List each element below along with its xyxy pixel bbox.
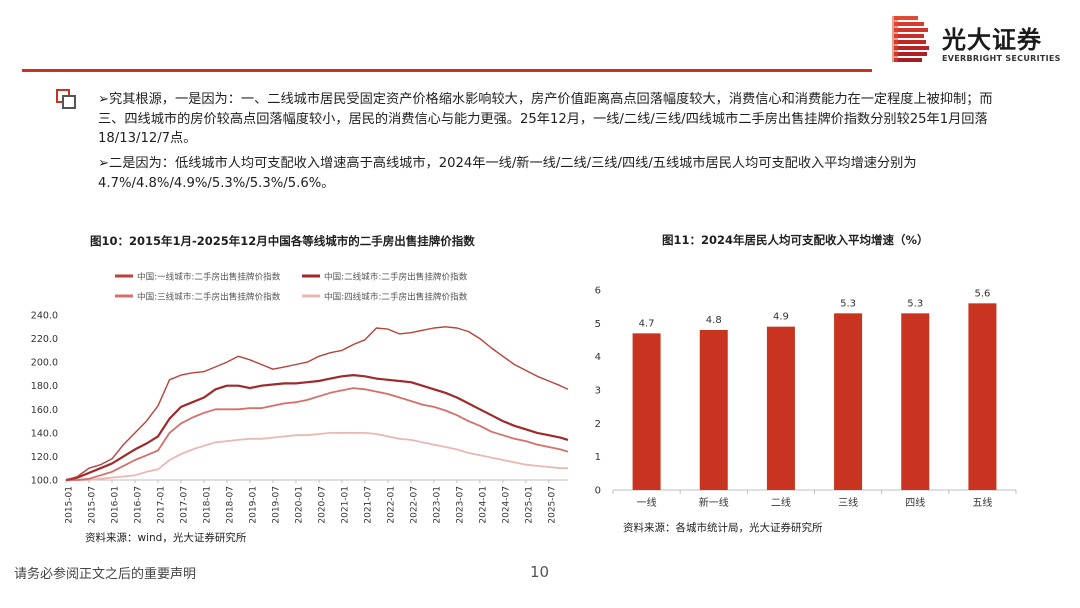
x-tick-label: 2019-01 bbox=[249, 486, 259, 524]
bar-category-label: 新一线 bbox=[699, 496, 729, 509]
brand-name-en: EVERBRIGHT SECURITIES bbox=[942, 54, 1061, 63]
bar-category-label: 三线 bbox=[838, 496, 858, 509]
bar-value-label: 5.6 bbox=[974, 288, 990, 299]
x-tick-label: 2018-01 bbox=[203, 486, 213, 524]
header-divider bbox=[22, 69, 872, 72]
bar-y-tick-label: 3 bbox=[595, 386, 601, 397]
x-tick-label: 2022-01 bbox=[387, 486, 397, 524]
series-line bbox=[65, 326, 569, 481]
bar-value-label: 4.9 bbox=[773, 312, 789, 323]
x-tick-label: 2022-07 bbox=[410, 486, 420, 524]
y-tick-label: 220.0 bbox=[31, 334, 58, 345]
bar-y-tick-label: 5 bbox=[595, 319, 601, 330]
x-tick-label: 2016-01 bbox=[111, 486, 121, 524]
bar-chart-title: 图11：2024年居民人均可支配收入平均增速（%） bbox=[662, 233, 929, 247]
x-tick-label: 2018-07 bbox=[226, 486, 236, 524]
x-tick-label: 2023-07 bbox=[456, 486, 466, 524]
footer-disclaimer: 请务必参阅正文之后的重要声明 bbox=[14, 567, 197, 582]
bar bbox=[699, 330, 728, 490]
x-tick-label: 2024-01 bbox=[479, 486, 489, 524]
bar-y-tick-label: 2 bbox=[595, 419, 601, 430]
y-tick-label: 180.0 bbox=[31, 381, 58, 392]
brand-logo-icon bbox=[892, 16, 929, 62]
bar bbox=[968, 303, 997, 490]
series-line bbox=[66, 387, 569, 481]
x-tick-label: 2020-07 bbox=[318, 486, 328, 524]
legend-label: 中国:二线城市:二手房出售挂牌价指数 bbox=[324, 271, 468, 283]
bar-value-label: 5.3 bbox=[907, 298, 923, 309]
x-tick-label: 2016-07 bbox=[134, 486, 144, 524]
bar-value-label: 5.3 bbox=[840, 298, 856, 309]
brand-logo: 光大证券 EVERBRIGHT SECURITIES bbox=[892, 16, 1072, 68]
bar-y-tick-label: 0 bbox=[595, 486, 601, 497]
section-bullet-icon bbox=[56, 89, 76, 109]
bar-category-label: 一线 bbox=[637, 496, 657, 509]
x-tick-label: 2020-01 bbox=[295, 486, 305, 524]
bar bbox=[766, 326, 795, 490]
legend-label: 中国:三线城市:二手房出售挂牌价指数 bbox=[137, 291, 281, 303]
brand-name: 光大证券 bbox=[942, 26, 1042, 54]
bar-chart-source: 资料来源：各城市统计局，光大证券研究所 bbox=[623, 522, 823, 534]
bar-value-label: 4.7 bbox=[639, 318, 655, 329]
bar-category-label: 四线 bbox=[905, 496, 925, 509]
bar-category-label: 五线 bbox=[972, 496, 992, 509]
series-line bbox=[66, 432, 568, 481]
y-tick-label: 120.0 bbox=[31, 452, 58, 463]
y-tick-label: 200.0 bbox=[31, 358, 58, 369]
x-tick-label: 2015-01 bbox=[65, 486, 75, 524]
series-line bbox=[65, 374, 569, 482]
x-tick-label: 2017-01 bbox=[157, 486, 167, 524]
page-number: 10 bbox=[530, 563, 550, 581]
bar bbox=[632, 333, 661, 490]
bar bbox=[834, 313, 863, 490]
bar-y-tick-label: 1 bbox=[595, 452, 601, 463]
x-tick-label: 2021-01 bbox=[341, 486, 351, 524]
legend-label: 中国:四线城市:二手房出售挂牌价指数 bbox=[324, 291, 468, 303]
bar-category-label: 二线 bbox=[771, 496, 791, 509]
x-tick-label: 2019-07 bbox=[272, 486, 282, 524]
legend-label: 中国:一线城市:二手房出售挂牌价指数 bbox=[137, 271, 281, 283]
line-chart-source: 资料来源：wind，光大证券研究所 bbox=[85, 532, 247, 544]
x-tick-label: 2023-01 bbox=[433, 486, 443, 524]
x-tick-label: 2015-07 bbox=[88, 486, 98, 524]
bar bbox=[901, 313, 930, 490]
y-tick-label: 100.0 bbox=[31, 476, 58, 487]
line-chart-title: 图10：2015年1月-2025年12月中国各等线城市的二手房出售挂牌价指数 bbox=[90, 234, 475, 248]
x-tick-label: 2024-07 bbox=[502, 486, 512, 524]
x-tick-label: 2025-07 bbox=[548, 486, 558, 524]
y-tick-label: 240.0 bbox=[31, 311, 58, 322]
body-paragraph-1: ➢究其根源，一是因为：一、二线城市居民受固定资产价格缩水影响较大，房产价值距离高… bbox=[98, 92, 993, 146]
bar-value-label: 4.8 bbox=[706, 315, 722, 326]
x-tick-label: 2025-01 bbox=[525, 486, 535, 524]
y-tick-label: 140.0 bbox=[31, 428, 58, 439]
x-tick-label: 2021-07 bbox=[364, 486, 374, 524]
x-tick-label: 2017-07 bbox=[180, 486, 190, 524]
y-tick-label: 160.0 bbox=[31, 405, 58, 416]
bar-y-tick-label: 6 bbox=[595, 286, 601, 297]
body-paragraph-2: ➢二是因为：低线城市人均可支配收入增速高于高线城市，2024年一线/新一线/二线… bbox=[98, 156, 917, 191]
bar-y-tick-label: 4 bbox=[595, 352, 601, 363]
